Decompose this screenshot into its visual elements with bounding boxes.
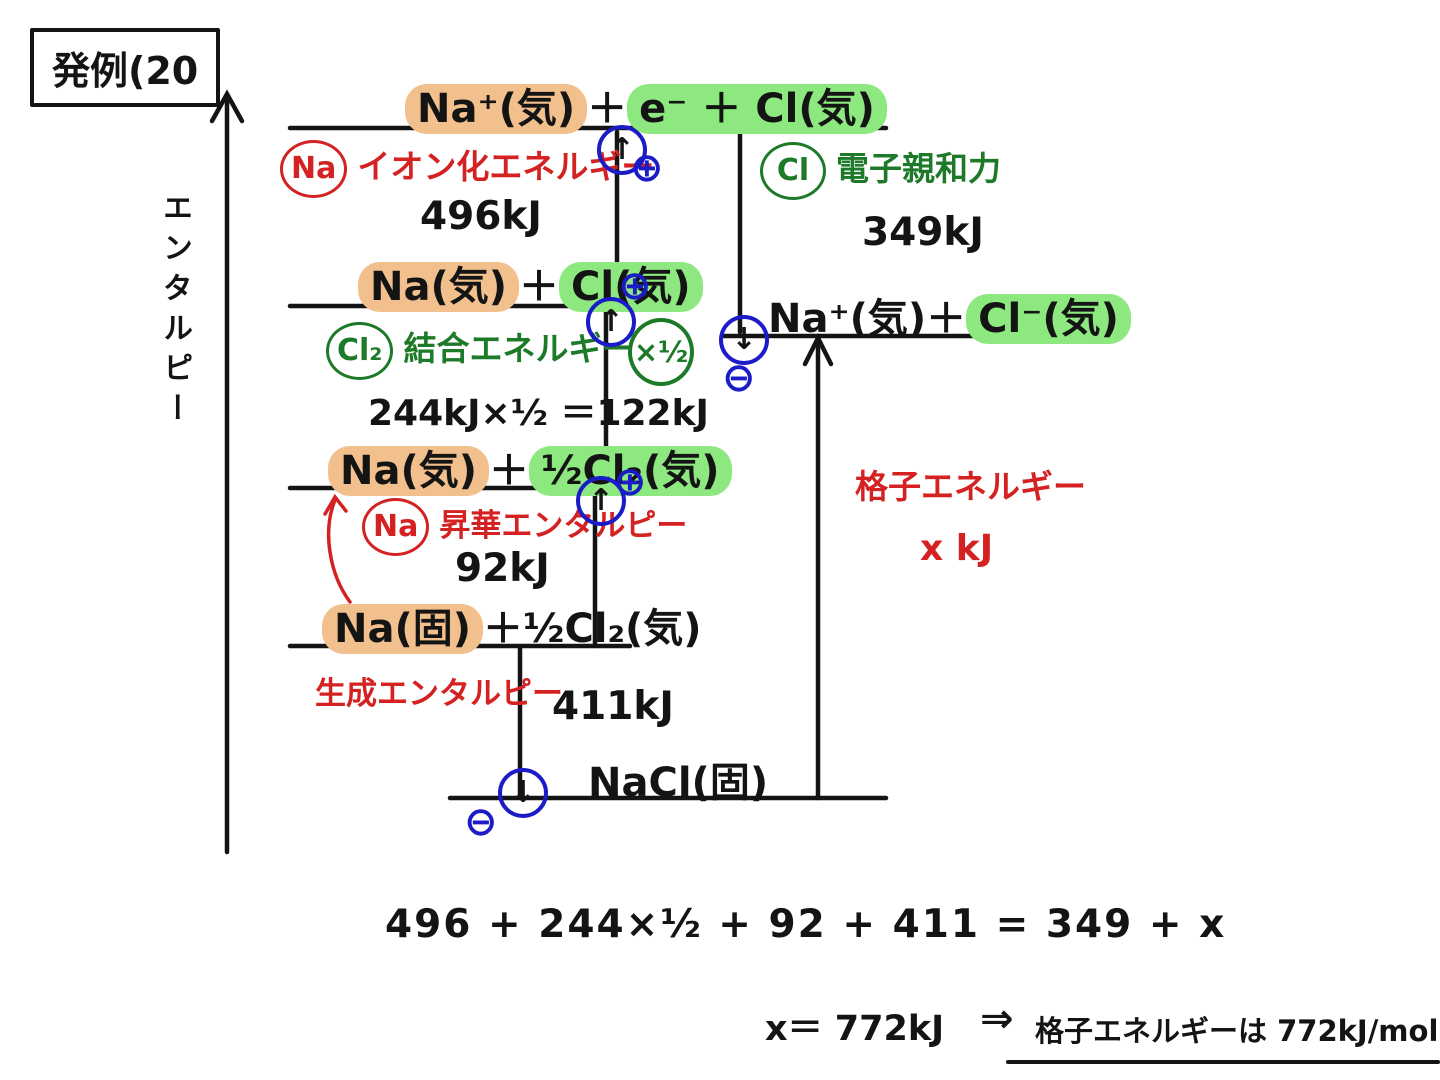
- bond-value: 244kJ×½ ＝122kJ: [368, 393, 709, 434]
- sublimation-text: 昇華エンタルピー: [439, 508, 688, 544]
- level-solid-label: Na(固) ＋½Cl₂(気): [322, 596, 702, 654]
- balance-equation: 496 + 244×½ + 92 + 411 = 349 + x: [385, 902, 1227, 947]
- level-ions-na: Na⁺(気)＋: [768, 296, 967, 342]
- sublimation-value: 92kJ: [455, 546, 550, 591]
- ionization-species-badge: Na: [280, 140, 348, 198]
- level-gas-cl: Cl(気): [559, 262, 703, 312]
- level-half-plus: ＋: [489, 448, 530, 494]
- level-nacl-label: NaCl(固): [588, 760, 769, 806]
- affinity-text: 電子親和力: [836, 149, 1001, 188]
- ionization-up-arrow-icon: ↑: [597, 125, 647, 175]
- affinity-label: Cl 電子親和力: [760, 142, 1001, 200]
- level-gas-label: Na(気) ＋ Cl(気): [358, 254, 703, 312]
- level-half-na: Na(気): [328, 446, 490, 496]
- ionization-plus-charge-icon: ⊕: [630, 145, 664, 191]
- formation-label: 生成エンタルピー: [315, 676, 563, 712]
- bond-plus-charge-icon: ⊕: [618, 263, 652, 309]
- ionization-value: 496kJ: [420, 194, 542, 239]
- sublimation-species-badge: Na: [362, 498, 430, 556]
- level-top-plus: ＋: [587, 86, 628, 132]
- title-text: 発例(20: [52, 49, 199, 93]
- level-solid-cl2: ½Cl₂(気): [523, 606, 702, 652]
- bond-label: Cl₂ 結合エネルギー: [326, 322, 634, 380]
- sublimation-up-arrow-icon: ↑: [576, 476, 626, 526]
- formation-value: 411kJ: [552, 684, 674, 729]
- level-top-na: Na⁺(気): [405, 84, 588, 134]
- conclusion-text: 格子エネルギーは 772kJ/mol: [1035, 1014, 1439, 1048]
- level-ions-label: Na⁺(気)＋ Cl⁻(気): [768, 286, 1131, 344]
- bond-half-factor-badge: ×½: [628, 318, 694, 386]
- title-box: 発例(20: [30, 28, 221, 107]
- level-solid-plus: ＋: [483, 606, 524, 652]
- level-gas-na: Na(気): [358, 262, 520, 312]
- level-top-label: Na⁺(気) ＋ e⁻ ＋ Cl(気): [405, 76, 887, 134]
- level-solid-na: Na(固): [322, 604, 484, 654]
- affinity-down-arrow-icon: ↓: [719, 315, 769, 365]
- implication-arrow-icon: ⇒: [980, 996, 1014, 1042]
- affinity-value: 349kJ: [862, 210, 984, 255]
- sublimation-plus-charge-icon: ⊕: [613, 459, 647, 505]
- bond-species-badge: Cl₂: [326, 322, 394, 380]
- affinity-minus-charge-icon: ⊖: [722, 355, 756, 401]
- formation-minus-charge-icon: ⊖: [464, 799, 498, 845]
- formation-down-arrow-icon: ↓: [498, 768, 548, 818]
- affinity-species-badge: Cl: [760, 142, 826, 200]
- level-gas-plus: ＋: [519, 264, 560, 310]
- level-half-label: Na(気) ＋ ½Cl₂(気): [328, 438, 732, 496]
- level-half-cl2: ½Cl₂(気): [529, 446, 732, 496]
- level-ions-cl: Cl⁻(気): [966, 294, 1131, 344]
- bond-up-arrow-icon: ↑: [586, 297, 636, 347]
- enthalpy-axis-label: エンタルピー: [157, 192, 192, 432]
- sublimation-label: Na 昇華エンタルピー: [362, 498, 687, 556]
- answer-x: x＝ 772kJ: [765, 1009, 945, 1049]
- lattice-label: 格子エネルギー: [855, 467, 1086, 506]
- lattice-value: x kJ: [920, 528, 994, 569]
- level-top-ecl: e⁻ ＋ Cl(気): [627, 84, 887, 134]
